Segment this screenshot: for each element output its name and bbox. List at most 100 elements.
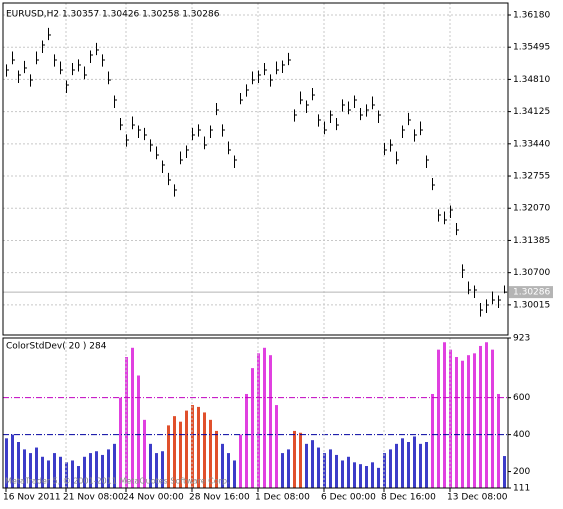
histogram-bar	[89, 453, 92, 488]
histogram-bar	[95, 451, 98, 488]
histogram-bar	[353, 462, 356, 488]
histogram-bar	[101, 454, 104, 488]
histogram-bar	[137, 375, 140, 488]
histogram-bar	[113, 443, 116, 488]
histogram-bar	[317, 447, 320, 488]
histogram-bar	[455, 357, 458, 488]
histogram-bar	[341, 460, 344, 488]
histogram-bar	[473, 353, 476, 488]
chart-title: ColorStdDev( 20 ) 284	[6, 342, 107, 352]
histogram-bar	[227, 453, 230, 488]
histogram-bar	[395, 443, 398, 488]
histogram-bar	[119, 397, 122, 488]
histogram-bar	[53, 453, 56, 488]
histogram-bar	[371, 462, 374, 488]
y-tick-label: 1.34125	[513, 107, 550, 117]
histogram-bar	[281, 453, 284, 488]
y-tick-label: 1.30700	[513, 268, 550, 278]
histogram-bar	[209, 419, 212, 488]
watermark: MetaTrader 5, © 2001-2011 MetaQuotes Sof…	[5, 477, 230, 486]
histogram-bar	[461, 360, 464, 488]
y-tick-label: 1.32755	[513, 172, 550, 182]
histogram-bar	[299, 432, 302, 488]
histogram-bar	[407, 442, 410, 488]
y-tick-label: 1.33440	[513, 139, 550, 149]
histogram-bar	[437, 349, 440, 488]
histogram-bar	[215, 430, 218, 488]
histogram-bar	[173, 416, 176, 488]
histogram-bar	[221, 443, 224, 488]
histogram-bar	[11, 434, 14, 488]
histogram-bar	[167, 425, 170, 488]
histogram-bar	[5, 438, 8, 488]
histogram-bar	[41, 456, 44, 488]
histogram-bar	[251, 368, 254, 488]
histogram-bar	[161, 451, 164, 488]
histogram-bar	[419, 443, 422, 488]
x-tick-label: 24 Nov 00:00	[123, 493, 184, 503]
x-tick-label: 28 Nov 16:00	[189, 493, 250, 503]
y-tick-label: 1.30015	[513, 300, 550, 310]
histogram-bar	[431, 393, 434, 488]
y-tick-label: 1.31385	[513, 236, 550, 246]
histogram-bar	[467, 355, 470, 488]
histogram-bar	[293, 430, 296, 488]
histogram-bar	[155, 453, 158, 488]
current-price-label: 1.30286	[513, 288, 550, 298]
histogram-bar	[29, 453, 32, 488]
histogram-bar	[35, 447, 38, 488]
histogram-bar	[443, 342, 446, 488]
y-tick-label: 1.35495	[513, 43, 550, 53]
histogram-bar	[59, 456, 62, 488]
y-tick-label: 1.36180	[513, 10, 550, 20]
histogram-bar	[287, 449, 290, 488]
current-price-box	[509, 286, 553, 299]
y-tick-label: 200	[513, 467, 530, 477]
histogram-bar	[143, 419, 146, 488]
histogram-bar	[257, 353, 260, 488]
histogram-bar	[311, 440, 314, 488]
x-tick-label: 8 Dec 16:00	[381, 493, 436, 503]
x-tick-label: 16 Nov 2011	[3, 493, 61, 503]
y-tick-label: 1.34810	[513, 75, 550, 85]
histogram-bar	[179, 421, 182, 488]
histogram-bar	[401, 438, 404, 488]
histogram-bar	[269, 355, 272, 488]
histogram-bar	[131, 347, 134, 488]
histogram-bar	[185, 410, 188, 488]
histogram-bar	[413, 436, 416, 488]
y-tick-label: 400	[513, 430, 530, 440]
histogram-bar	[149, 443, 152, 488]
histogram-bar	[245, 393, 248, 488]
panel-frame	[2, 2, 509, 336]
histogram-bar	[203, 412, 206, 488]
y-tick-label: 923	[513, 334, 530, 344]
histogram-bar	[83, 456, 86, 488]
histogram-bar	[233, 460, 236, 488]
histogram-bar	[359, 464, 362, 488]
histogram-bar	[491, 349, 494, 488]
y-tick-label: 1.32070	[513, 204, 550, 214]
histogram-bar	[365, 466, 368, 488]
histogram-bar	[47, 460, 50, 488]
y-tick-label: 111	[513, 484, 530, 494]
histogram-bar	[389, 449, 392, 488]
y-tick-label: 600	[513, 393, 530, 403]
histogram-bar	[377, 467, 380, 488]
histogram-bar	[485, 342, 488, 488]
x-tick-label: 21 Nov 08:00	[63, 493, 124, 503]
histogram-bar	[305, 443, 308, 488]
x-tick-label: 1 Dec 08:00	[255, 493, 310, 503]
chart-title: EURUSD,H2 1.30357 1.30426 1.30258 1.3028…	[6, 10, 220, 20]
histogram-bar	[239, 434, 242, 488]
panel-frame	[2, 337, 509, 489]
histogram-bar	[479, 345, 482, 488]
histogram-bar	[77, 466, 80, 488]
x-tick-label: 6 Dec 00:00	[321, 493, 376, 503]
histogram-bar	[17, 442, 20, 488]
histogram-bar	[275, 405, 278, 488]
histogram-bar	[23, 449, 26, 488]
histogram-bar	[197, 406, 200, 488]
histogram-bar	[107, 449, 110, 488]
